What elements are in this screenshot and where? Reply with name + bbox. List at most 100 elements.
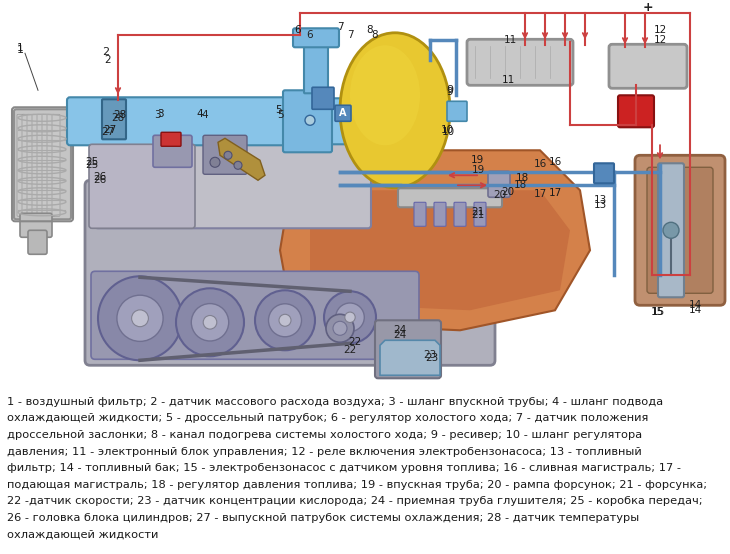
FancyBboxPatch shape: [609, 44, 687, 88]
FancyBboxPatch shape: [312, 88, 334, 109]
FancyBboxPatch shape: [153, 135, 192, 167]
Text: 8: 8: [366, 25, 373, 35]
Text: 23: 23: [426, 353, 439, 363]
Text: 18: 18: [513, 180, 526, 190]
Text: 11: 11: [502, 75, 515, 85]
Text: 9: 9: [447, 85, 453, 95]
FancyBboxPatch shape: [467, 39, 573, 85]
FancyBboxPatch shape: [203, 135, 247, 175]
Text: 4: 4: [196, 109, 204, 119]
Text: 21: 21: [472, 207, 485, 217]
FancyBboxPatch shape: [89, 144, 195, 228]
Text: 20: 20: [502, 187, 515, 197]
FancyBboxPatch shape: [85, 180, 495, 365]
FancyBboxPatch shape: [434, 202, 446, 226]
Circle shape: [345, 312, 356, 322]
FancyBboxPatch shape: [335, 105, 351, 121]
Text: 17: 17: [534, 189, 547, 199]
Circle shape: [305, 115, 315, 125]
Text: 21: 21: [472, 211, 485, 220]
Circle shape: [224, 151, 232, 160]
FancyBboxPatch shape: [32, 114, 40, 216]
Text: 8: 8: [372, 30, 378, 40]
FancyBboxPatch shape: [594, 163, 614, 183]
Text: 9: 9: [447, 88, 453, 98]
FancyBboxPatch shape: [635, 155, 725, 305]
Text: 28: 28: [112, 113, 125, 124]
FancyBboxPatch shape: [22, 114, 30, 216]
Circle shape: [333, 321, 347, 335]
Circle shape: [117, 295, 163, 341]
Text: 12: 12: [653, 25, 666, 35]
Circle shape: [255, 290, 315, 350]
Text: дроссельной заслонки; 8 - канал подогрева системы холостого хода; 9 - ресивер; 1: дроссельной заслонки; 8 - канал подогрев…: [7, 430, 642, 440]
FancyBboxPatch shape: [47, 114, 55, 216]
Text: 2: 2: [102, 47, 109, 57]
Ellipse shape: [350, 45, 420, 145]
Polygon shape: [280, 150, 590, 330]
Text: 24: 24: [393, 325, 407, 335]
Text: 26: 26: [93, 172, 107, 182]
FancyBboxPatch shape: [20, 213, 52, 237]
Text: давления; 11 - электронный блок управления; 12 - реле включения электробензонасо: давления; 11 - электронный блок управлен…: [7, 447, 642, 456]
FancyBboxPatch shape: [28, 230, 47, 254]
FancyBboxPatch shape: [91, 271, 419, 360]
Circle shape: [269, 304, 301, 337]
FancyBboxPatch shape: [454, 202, 466, 226]
FancyBboxPatch shape: [304, 39, 328, 93]
FancyBboxPatch shape: [658, 163, 684, 297]
Text: 22: 22: [348, 337, 361, 347]
Text: 6: 6: [307, 30, 313, 40]
Text: 22: 22: [343, 345, 357, 355]
Text: 16: 16: [534, 160, 547, 170]
Text: 13: 13: [593, 201, 607, 211]
Circle shape: [326, 314, 354, 342]
Text: 27: 27: [101, 127, 115, 137]
Text: 22 -датчик скорости; 23 - датчик концентрации кислорода; 24 - приемная труба глу: 22 -датчик скорости; 23 - датчик концент…: [7, 496, 703, 506]
Circle shape: [191, 304, 228, 341]
Polygon shape: [218, 138, 265, 180]
Text: 26 - головка блока цилиндров; 27 - выпускной патрубок системы охлаждения; 28 - д: 26 - головка блока цилиндров; 27 - выпус…: [7, 513, 639, 523]
Text: 19: 19: [472, 165, 485, 175]
FancyBboxPatch shape: [647, 167, 713, 293]
FancyBboxPatch shape: [14, 109, 71, 219]
FancyBboxPatch shape: [293, 28, 339, 47]
Text: 7: 7: [337, 22, 343, 32]
Circle shape: [234, 161, 242, 170]
Polygon shape: [310, 190, 570, 310]
Text: 14: 14: [688, 300, 702, 310]
Text: 25: 25: [85, 160, 99, 170]
FancyBboxPatch shape: [27, 114, 35, 216]
Circle shape: [98, 276, 182, 360]
Ellipse shape: [340, 33, 450, 188]
FancyBboxPatch shape: [447, 101, 467, 121]
FancyBboxPatch shape: [95, 142, 371, 228]
Text: охлаждающей жидкости; 5 - дроссельный патрубок; 6 - регулятор холостого хода; 7 : охлаждающей жидкости; 5 - дроссельный па…: [7, 413, 649, 423]
Circle shape: [663, 222, 679, 238]
Text: 12: 12: [653, 35, 666, 45]
FancyBboxPatch shape: [618, 95, 654, 127]
Text: 5: 5: [277, 110, 283, 120]
Text: 3: 3: [157, 109, 164, 119]
Text: подающая магистраль; 18 - регулятор давления топлива; 19 - впускная труба; 20 - : подающая магистраль; 18 - регулятор давл…: [7, 480, 707, 490]
Circle shape: [176, 288, 244, 356]
Text: 10: 10: [442, 127, 455, 137]
Text: 14: 14: [688, 305, 702, 315]
Text: 26: 26: [93, 175, 107, 185]
Text: 15: 15: [651, 307, 664, 317]
Text: 28: 28: [113, 110, 126, 120]
Text: 3: 3: [154, 110, 161, 120]
FancyBboxPatch shape: [52, 114, 60, 216]
Text: 27: 27: [104, 125, 117, 135]
Text: 11: 11: [504, 35, 517, 45]
Circle shape: [203, 315, 217, 329]
FancyBboxPatch shape: [37, 114, 45, 216]
Text: 7: 7: [347, 30, 353, 40]
Circle shape: [279, 314, 291, 326]
Text: 23: 23: [423, 350, 437, 360]
Text: 2: 2: [104, 55, 111, 65]
Text: охлаждающей жидкости: охлаждающей жидкости: [7, 530, 158, 540]
Text: A: A: [339, 108, 347, 119]
FancyBboxPatch shape: [42, 114, 50, 216]
Circle shape: [324, 291, 376, 343]
